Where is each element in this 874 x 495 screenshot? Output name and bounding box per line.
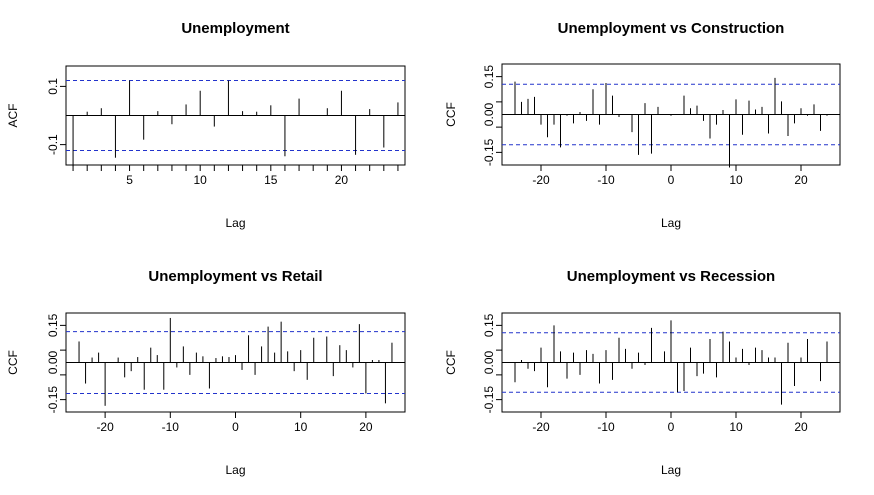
x-tick-label: 0 — [668, 173, 675, 187]
chart-title: Unemployment vs Retail — [148, 268, 322, 285]
x-tick-label: 10 — [194, 173, 208, 187]
x-tick-label: -10 — [162, 420, 180, 434]
y-axis-label: ACF — [6, 104, 20, 128]
chart-title: Unemployment vs Construction — [558, 20, 785, 37]
x-tick-label: 10 — [729, 420, 743, 434]
y-tick-label: 0.15 — [482, 65, 496, 89]
panel-1: 5 10 15 20 -0.1 0.1 Unemployment Lag ACF — [6, 20, 406, 230]
x-tick-label: 20 — [794, 173, 808, 187]
y-tick-label: -0.15 — [46, 386, 60, 414]
x-tick-label: -20 — [532, 420, 550, 434]
x-tick-label: -20 — [532, 173, 550, 187]
y-tick-label: 0.00 — [482, 102, 496, 126]
panel-4: -20 -10 0 10 20 -0.15 0.00 0.15 Unemployment vs … — [444, 268, 841, 477]
x-tick-label: 20 — [359, 420, 373, 434]
x-tick-label: 10 — [729, 173, 743, 187]
x-axis-label: Lag — [225, 463, 245, 477]
y-tick-label: 0.00 — [482, 350, 496, 374]
x-axis-label: Lag — [661, 463, 681, 477]
x-tick-label: -10 — [597, 420, 615, 434]
x-tick-label: -10 — [597, 173, 615, 187]
panel-3: -20 -10 0 10 20 -0.15 0.00 0.15 Unemployment vs … — [6, 268, 406, 477]
x-tick-label: -20 — [96, 420, 114, 434]
y-tick-label: -0.15 — [482, 138, 496, 166]
y-axis-label: CCF — [444, 350, 458, 375]
y-tick-label: 0.15 — [46, 313, 60, 337]
x-tick-label: 0 — [668, 420, 675, 434]
chart-title: Unemployment — [181, 20, 289, 37]
panel-2: -20 -10 0 10 20 -0.15 0.00 0.15 Unemployment vs … — [444, 20, 841, 230]
x-tick-label: 20 — [794, 420, 808, 434]
y-tick-label: 0.15 — [482, 313, 496, 337]
x-axis-label: Lag — [661, 216, 681, 230]
x-tick-label: 0 — [232, 420, 239, 434]
x-tick-label: 20 — [335, 173, 349, 187]
x-axis-label: Lag — [225, 216, 245, 230]
y-tick-label: -0.1 — [46, 134, 60, 155]
chart-title: Unemployment vs Recession — [567, 268, 775, 285]
y-tick-label: 0.00 — [46, 350, 60, 374]
y-tick-label: -0.15 — [482, 386, 496, 414]
y-axis-label: CCF — [6, 350, 20, 375]
y-axis-label: CCF — [444, 102, 458, 127]
y-tick-label: 0.1 — [46, 78, 60, 95]
x-tick-label: 15 — [264, 173, 278, 187]
x-tick-label: 10 — [294, 420, 308, 434]
x-tick-label: 5 — [126, 173, 133, 187]
